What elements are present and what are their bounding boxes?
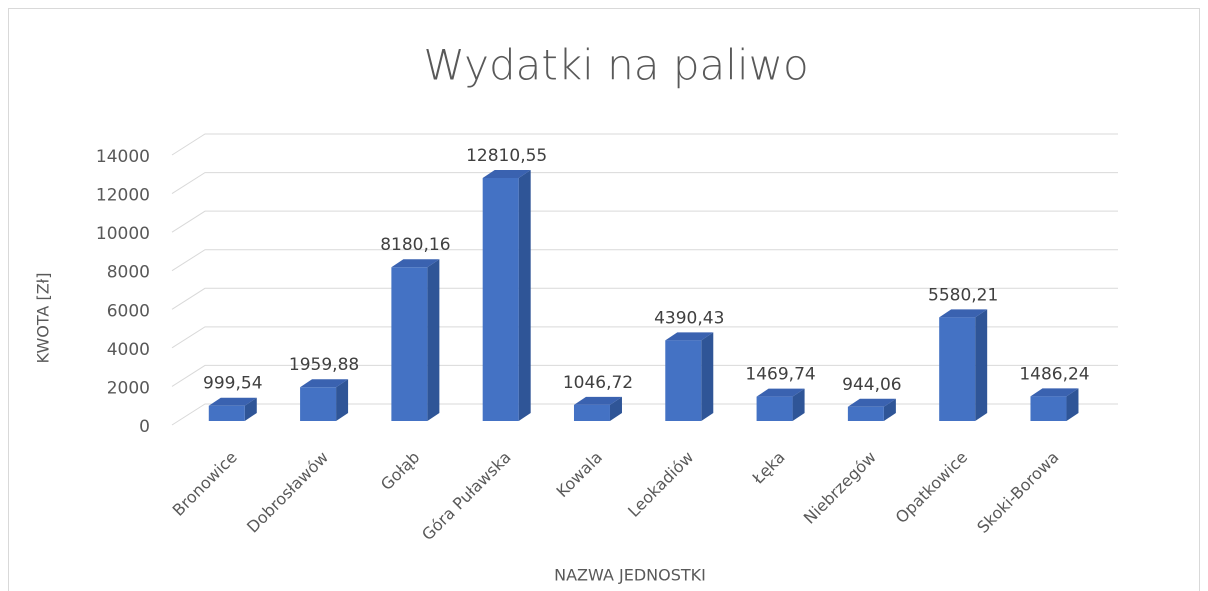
data-label: 944,06	[842, 375, 901, 395]
y-tick-label: 12000	[96, 186, 150, 206]
y-tick-label: 10000	[96, 224, 150, 244]
bar-face	[883, 398, 896, 421]
data-label: 5580,21	[928, 285, 998, 305]
bar-face	[939, 309, 988, 318]
bar-face	[244, 397, 257, 421]
grid-line	[171, 249, 1118, 272]
bar-face	[665, 340, 702, 421]
grid-line	[171, 133, 1118, 156]
bar-face	[518, 169, 531, 421]
bar-face	[665, 332, 714, 341]
y-tick-label: 6000	[107, 301, 150, 321]
bar	[391, 259, 440, 421]
bar-face	[847, 406, 884, 421]
y-tick-label: 2000	[107, 378, 150, 398]
bar-face	[300, 387, 337, 421]
bar-face	[1030, 388, 1079, 397]
bar-face	[1066, 388, 1079, 421]
grid-line	[171, 364, 1118, 387]
bar-face	[391, 267, 428, 421]
y-tick-label: 4000	[107, 340, 150, 360]
data-label: 1469,74	[745, 365, 815, 385]
bar	[573, 396, 622, 421]
bar-face	[300, 379, 349, 388]
bar-face	[756, 396, 793, 421]
grid-line	[171, 403, 1118, 426]
y-tick-label: 8000	[107, 263, 150, 283]
bar	[756, 388, 805, 421]
y-tick-label: 14000	[96, 147, 150, 167]
data-label: 1486,24	[1019, 364, 1089, 384]
bar-face	[482, 169, 531, 178]
grid-line	[171, 210, 1118, 233]
bar-face	[427, 259, 440, 421]
bar	[300, 379, 349, 421]
bar	[208, 397, 257, 421]
bar	[847, 398, 896, 421]
y-axis-title: KWOTA [Zł]	[34, 273, 53, 364]
data-label: 4390,43	[654, 308, 724, 328]
bar-face	[1030, 396, 1067, 421]
bar-face	[701, 332, 714, 421]
bar-face	[939, 317, 976, 421]
grid-line	[171, 326, 1118, 349]
grid-line	[171, 287, 1118, 310]
bar-face	[573, 404, 610, 421]
bar-face	[573, 396, 622, 405]
bar	[665, 332, 714, 421]
chart-title: Wydatki na paliwo	[423, 41, 808, 90]
bar-face	[792, 388, 805, 421]
bar-face	[391, 259, 440, 268]
chart-border	[8, 8, 1200, 591]
data-label: 1046,72	[563, 373, 633, 393]
data-label: 8180,16	[380, 235, 450, 255]
bar-face	[208, 397, 257, 406]
bar-face	[847, 398, 896, 407]
bar	[1030, 388, 1079, 421]
bar	[482, 169, 531, 421]
bar-face	[208, 405, 245, 421]
bar-face	[756, 388, 805, 397]
data-label: 1959,88	[289, 355, 359, 375]
grid-line	[171, 172, 1118, 194]
y-tick-label: 0	[139, 417, 150, 437]
bar	[939, 309, 988, 421]
bar-face	[482, 177, 519, 421]
data-label: 999,54	[203, 374, 262, 394]
bar-face	[609, 396, 622, 421]
x-axis-title: NAZWA JEDNOSTKI	[554, 566, 706, 585]
data-label: 12810,55	[466, 146, 547, 166]
bar-face	[975, 309, 988, 421]
bar-face	[336, 379, 349, 421]
